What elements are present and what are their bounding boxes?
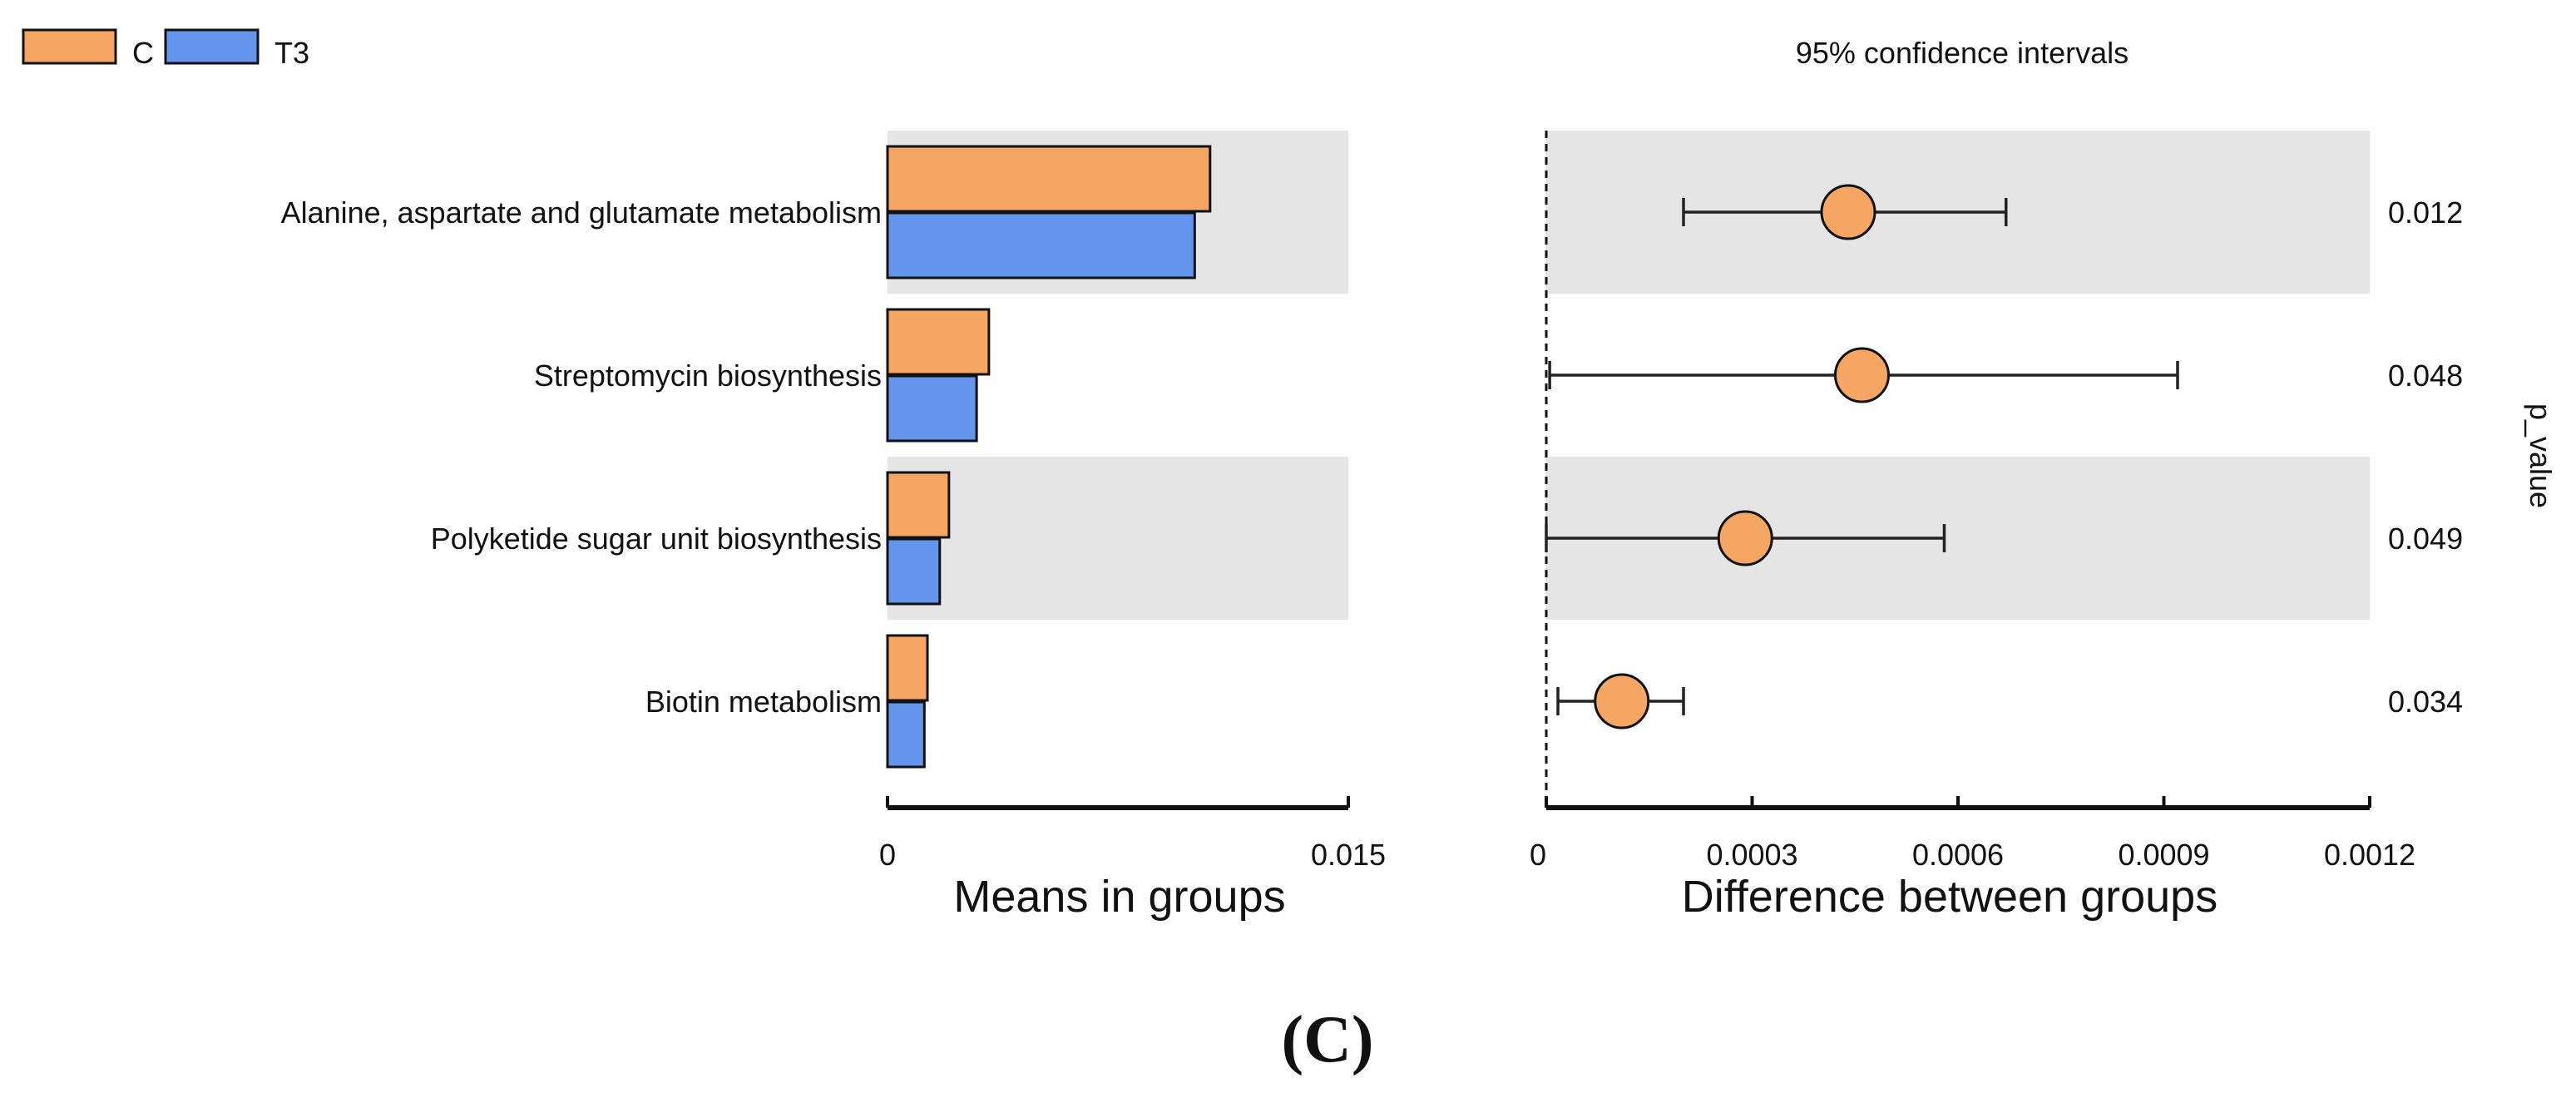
bar-t3: [886, 537, 942, 606]
difference-x-tick-label: 0.0006: [1912, 838, 2004, 872]
p-value-label: 0.049: [2388, 522, 2463, 556]
difference-x-tick-label: 0: [1530, 838, 1546, 872]
labels-layer: 0 0.015 Means in groups Alanine, aspartate …: [281, 36, 2558, 1076]
p-value-label: 0.012: [2388, 195, 2463, 230]
difference-x-tick-label: 0.0012: [2324, 838, 2415, 872]
legend-swatch: [22, 28, 117, 65]
bar-c: [886, 471, 951, 539]
category-label: Polyketide sugar unit biosynthesis: [431, 522, 882, 556]
panel-label: (C): [1281, 1003, 1373, 1076]
category-label: Alanine, aspartate and glutamate metabol…: [281, 195, 882, 230]
category-label: Biotin metabolism: [645, 685, 882, 719]
means-x-tick-label: 0: [879, 838, 896, 872]
bar-c: [886, 634, 929, 702]
difference-point: [1717, 510, 1773, 566]
bar-c: [886, 145, 1212, 213]
legend: C T3: [22, 28, 309, 70]
category-label: Streptomycin biosynthesis: [534, 359, 882, 393]
difference-x-axis-title: Difference between groups: [1682, 872, 2218, 922]
bar-c: [886, 308, 991, 376]
means-x-axis-title: Means in groups: [953, 872, 1285, 922]
p-value-label: 0.034: [2388, 685, 2463, 719]
difference-point: [1820, 184, 1876, 240]
difference-point: [1594, 673, 1650, 729]
p-value-axis-title: p_value: [2524, 403, 2558, 508]
row-shading-means: [888, 457, 1348, 620]
bar-t3: [886, 211, 1196, 279]
legend-label: C: [132, 36, 154, 70]
p-value-label: 0.048: [2388, 359, 2463, 393]
difference-panel: [1545, 131, 2371, 810]
means-panel: [886, 145, 1350, 810]
means-x-tick-label: 0.015: [1311, 838, 1386, 872]
difference-point: [1834, 347, 1890, 403]
difference-x-tick-label: 0.0003: [1706, 838, 1797, 872]
difference-x-tick-label: 0.0009: [2118, 838, 2209, 872]
legend-label: T3: [274, 36, 309, 70]
legend-swatch: [164, 28, 260, 65]
bar-t3: [886, 374, 978, 443]
bar-t3: [886, 700, 926, 769]
difference-panel-title: 95% confidence intervals: [1796, 36, 2129, 70]
